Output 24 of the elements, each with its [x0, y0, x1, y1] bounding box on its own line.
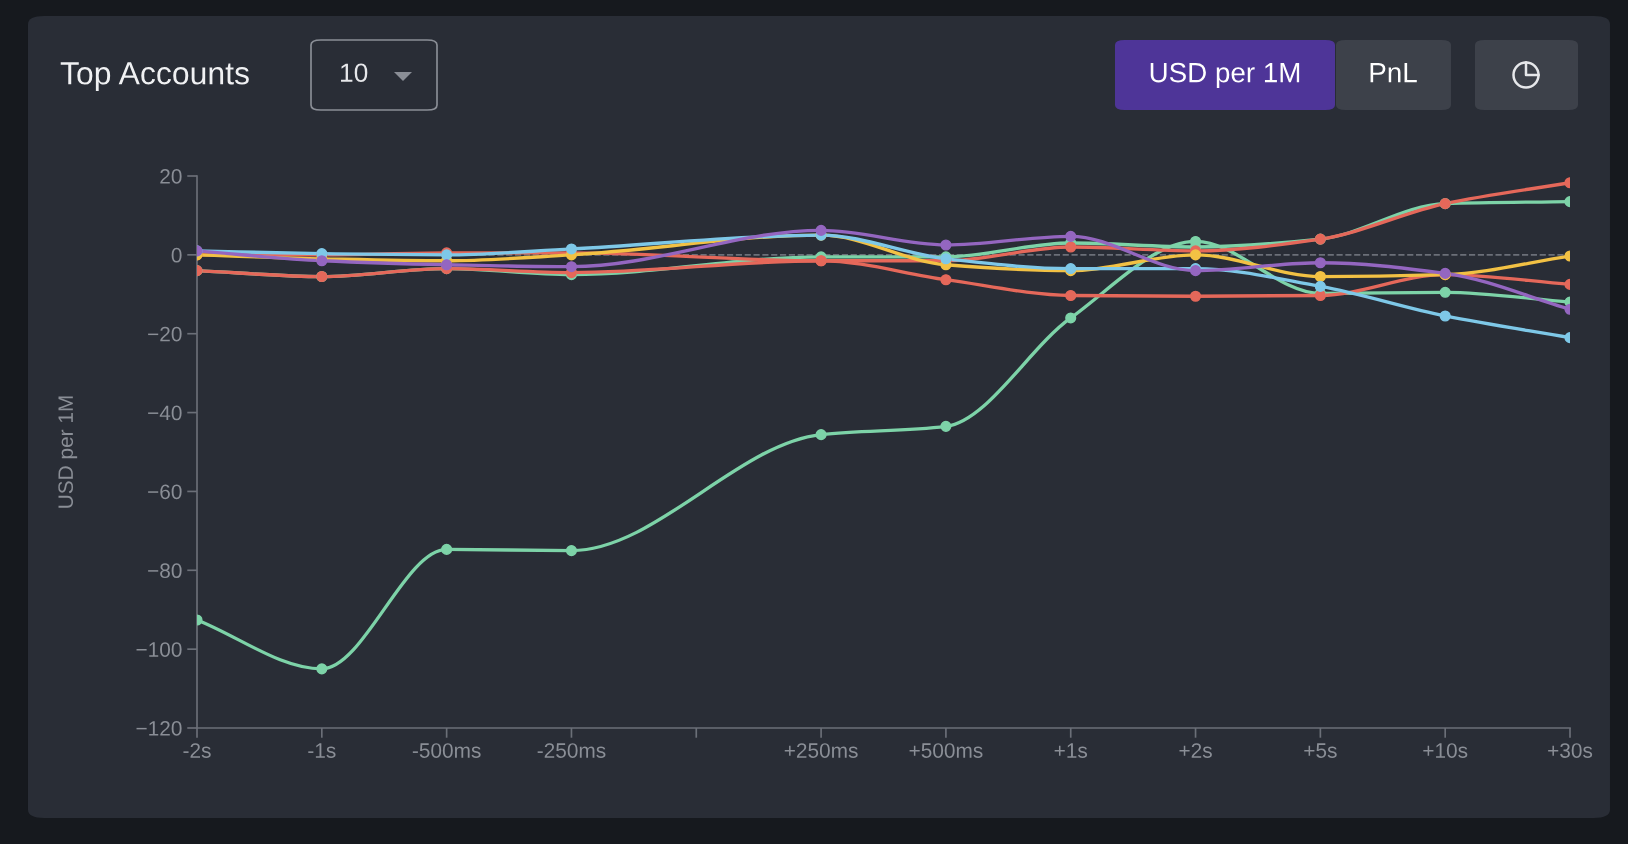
x-tick-label: +30s — [1548, 743, 1593, 758]
x-tick-label: +10s — [1423, 743, 1468, 758]
text: 10 — [341, 63, 368, 83]
text: PnL — [1370, 63, 1417, 83]
x-tick-label: +5s — [1304, 743, 1337, 758]
y-tick-label: −80 — [148, 563, 182, 579]
text: USD per 1M — [1150, 62, 1300, 88]
y-tick-label: −100 — [136, 642, 182, 657]
y-tick-label: −120 — [136, 721, 182, 736]
y-tick-label: −20 — [148, 326, 182, 342]
x-tick-label: +250ms — [784, 743, 858, 758]
x-tick-label: -1s — [308, 743, 336, 758]
y-axis-title: USD per 1M — [58, 396, 78, 508]
y-tick-label: −40 — [148, 405, 182, 421]
x-tick-label: +500ms — [909, 743, 983, 758]
x-tick-label: -2s — [183, 743, 211, 758]
x-tick-label: +2s — [1179, 743, 1212, 758]
y-tick-label: 0 — [171, 247, 182, 263]
y-tick-label: −60 — [148, 484, 182, 500]
chart-title: Top Accounts — [60, 62, 249, 91]
y-tick-label: 20 — [160, 169, 182, 184]
x-tick-label: -500ms — [412, 743, 481, 758]
x-tick-label: -250ms — [537, 743, 606, 758]
x-tick-label: +1s — [1054, 743, 1088, 758]
